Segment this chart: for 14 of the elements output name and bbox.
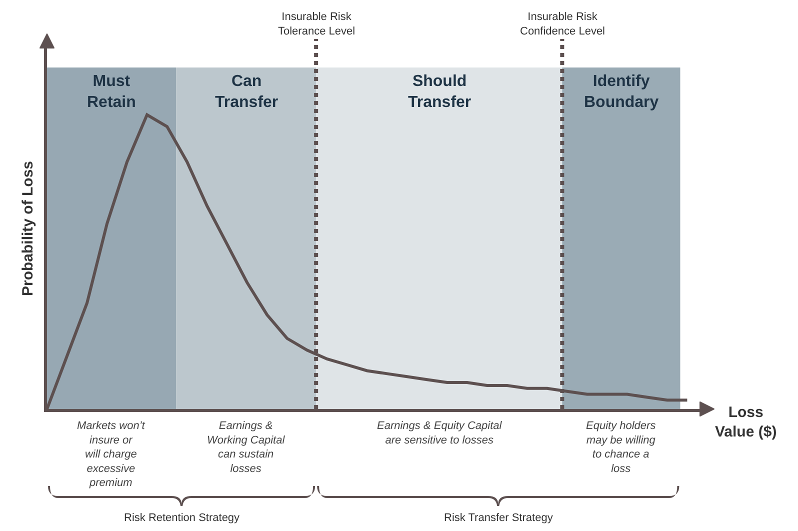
text: Equity holders may be willing to chance a loss [586, 420, 656, 475]
x-axis-title: Loss Value ($) [715, 404, 777, 440]
text: Earnings & Working Capital can sustain losses [207, 420, 286, 475]
text: Risk Transfer Strategy [444, 512, 554, 524]
y-axis-title: Probability of Loss [19, 160, 36, 296]
text: Insurable Risk Tolerance Level [278, 11, 356, 38]
text: Risk Retention Strategy [124, 512, 240, 524]
text: Insurable Risk Confidence Level [520, 11, 606, 38]
text: Should Transfer [408, 73, 472, 111]
text: Can Transfer [215, 73, 278, 111]
text: Must Retain [87, 73, 136, 111]
text: Earnings & Equity Capital are sensitive to losses [377, 420, 502, 446]
text: Markets won’t insure or will charge excessive premium [77, 420, 146, 490]
text: Identify Boundary [584, 73, 659, 111]
